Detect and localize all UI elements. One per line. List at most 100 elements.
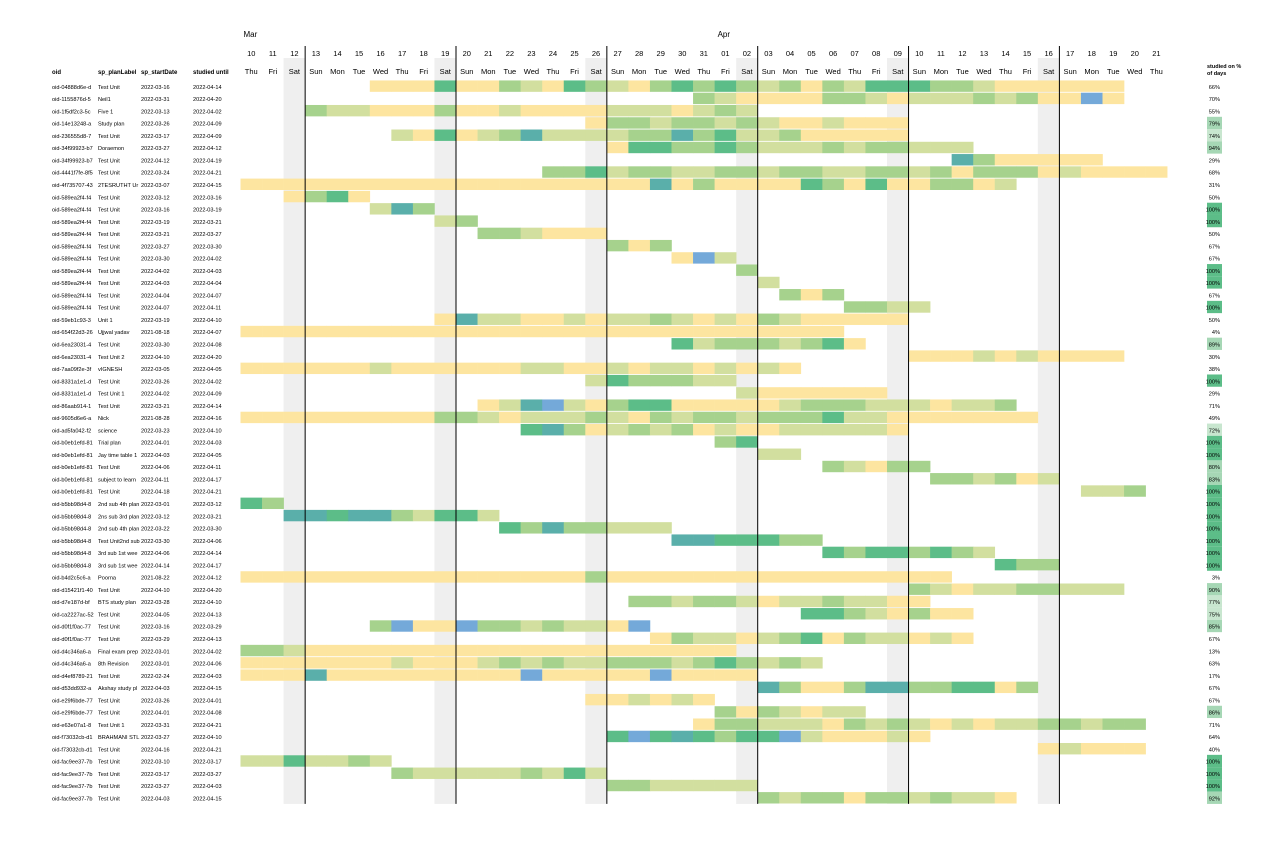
day-number-label: 26 bbox=[592, 49, 600, 58]
heatmap-cell bbox=[369, 669, 392, 681]
column-headers: oid sp_planLabel sp_startDate studied un… bbox=[52, 64, 1241, 77]
heatmap-cell bbox=[800, 411, 823, 424]
row-studied-until: 2022-04-03 bbox=[193, 674, 222, 680]
heatmap-cell bbox=[671, 657, 694, 669]
heatmap-cell bbox=[606, 178, 629, 190]
row-studied-until: 2022-04-10 bbox=[193, 318, 222, 324]
row-oid: oid-e29f6bde-77 bbox=[52, 698, 93, 704]
row-plan-label: Ujjwal yadav bbox=[98, 330, 130, 336]
heatmap-cell bbox=[908, 595, 931, 608]
percent-highlight bbox=[1207, 129, 1222, 142]
heatmap-cell bbox=[865, 166, 888, 178]
heatmap-cell bbox=[800, 117, 823, 129]
row-start-date: 2022-02-24 bbox=[141, 674, 170, 680]
row-start-date: 2022-03-05 bbox=[141, 367, 170, 373]
heatmap-cell bbox=[779, 166, 802, 178]
heatmap-cell bbox=[757, 362, 780, 375]
heatmap-cell bbox=[973, 92, 996, 105]
heatmap-cell bbox=[951, 92, 974, 105]
day-of-week-label: Thu bbox=[1150, 67, 1163, 76]
heatmap-cell bbox=[563, 104, 586, 117]
heatmap-cell bbox=[434, 178, 457, 190]
day-of-week-label: Tue bbox=[1107, 67, 1120, 76]
heatmap-cell bbox=[563, 166, 586, 178]
heatmap-cell bbox=[499, 657, 521, 669]
row-percent: 3% bbox=[1212, 576, 1220, 582]
heatmap-cell bbox=[240, 411, 263, 424]
heatmap-cell bbox=[671, 411, 694, 424]
row-studied-until: 2022-03-17 bbox=[193, 760, 222, 766]
row-oid: oid-6ea23031-4 bbox=[52, 343, 91, 349]
heatmap-cell bbox=[649, 669, 672, 681]
heatmap-cell bbox=[671, 129, 694, 141]
heatmap-cell bbox=[736, 362, 758, 375]
heatmap-cell bbox=[628, 362, 651, 375]
day-number-label: 25 bbox=[570, 49, 578, 58]
day-number-label: 13 bbox=[312, 49, 320, 58]
row-plan-label: Test Unit bbox=[98, 747, 120, 753]
heatmap-cell bbox=[930, 166, 952, 178]
day-number-label: 12 bbox=[958, 49, 966, 58]
heatmap-cell bbox=[649, 117, 672, 129]
heatmap-cell bbox=[326, 657, 349, 669]
row-percent: 86% bbox=[1209, 711, 1220, 717]
heatmap-cell bbox=[240, 497, 263, 510]
heatmap-cell bbox=[1059, 92, 1082, 105]
heatmap-cell bbox=[714, 92, 737, 105]
heatmap-cell bbox=[736, 129, 758, 141]
heatmap-cell bbox=[369, 509, 392, 522]
day-of-week-label: Wed bbox=[675, 67, 690, 76]
heatmap-cell bbox=[736, 141, 758, 154]
heatmap-cell bbox=[930, 141, 952, 154]
heatmap-cell bbox=[649, 374, 672, 387]
day-of-week-label: Mon bbox=[330, 67, 345, 76]
heatmap-cell bbox=[822, 166, 845, 178]
row-start-date: 2022-03-13 bbox=[141, 109, 170, 115]
heatmap-cell bbox=[951, 681, 974, 694]
heatmap-cell bbox=[908, 80, 931, 92]
row-studied-until: 2022-04-11 bbox=[193, 465, 221, 471]
heatmap-cell bbox=[563, 571, 586, 583]
row-start-date: 2022-03-16 bbox=[141, 208, 170, 214]
heatmap-cell bbox=[800, 706, 823, 718]
heatmap-cell bbox=[606, 80, 629, 92]
day-of-week-label: Sat bbox=[440, 67, 452, 76]
row-percent: 72% bbox=[1209, 428, 1220, 434]
heatmap-cell bbox=[1016, 350, 1039, 362]
row-start-date: 2022-03-26 bbox=[141, 698, 170, 704]
col-header-until: studied until bbox=[193, 70, 229, 76]
heatmap-cell bbox=[1016, 681, 1039, 694]
heatmap-cell bbox=[714, 313, 737, 325]
row-plan-label: Test Unit bbox=[98, 674, 120, 680]
row-studied-until: 2022-04-05 bbox=[193, 453, 222, 459]
heatmap-cell bbox=[542, 80, 565, 92]
heatmap-cell bbox=[822, 338, 845, 350]
heatmap-cell bbox=[477, 227, 500, 240]
heatmap-cell bbox=[585, 227, 608, 240]
heatmap-cell bbox=[305, 190, 327, 203]
row-plan-label: Test Unit bbox=[98, 281, 120, 287]
row-plan-label: Unit 1 bbox=[98, 318, 113, 324]
row-start-date: 2022-04-05 bbox=[141, 612, 170, 618]
heatmap-cell bbox=[520, 423, 543, 436]
heatmap-cell bbox=[757, 448, 780, 460]
heatmap-cell bbox=[693, 117, 715, 129]
heatmap-cell bbox=[542, 522, 565, 534]
heatmap-cell bbox=[865, 681, 888, 694]
heatmap-cell bbox=[779, 338, 802, 350]
heatmap-cell bbox=[499, 620, 521, 632]
heatmap-cell bbox=[714, 595, 737, 608]
col-header-pct-line2: of days bbox=[1207, 71, 1226, 77]
heatmap-cell bbox=[671, 399, 694, 411]
row-oid: oid-fac9ee37-7b bbox=[52, 772, 92, 778]
heatmap-cell bbox=[887, 571, 909, 583]
day-of-week-label: Mon bbox=[481, 67, 496, 76]
heatmap-cell bbox=[542, 178, 565, 190]
heatmap-cell bbox=[693, 657, 715, 669]
heatmap-cell bbox=[1037, 473, 1060, 485]
heatmap-cell bbox=[585, 313, 608, 325]
percent-highlight bbox=[1207, 754, 1222, 768]
row-start-date: 2022-03-30 bbox=[141, 539, 170, 545]
heatmap-cell bbox=[585, 166, 608, 178]
row-percent: 80% bbox=[1209, 465, 1220, 471]
